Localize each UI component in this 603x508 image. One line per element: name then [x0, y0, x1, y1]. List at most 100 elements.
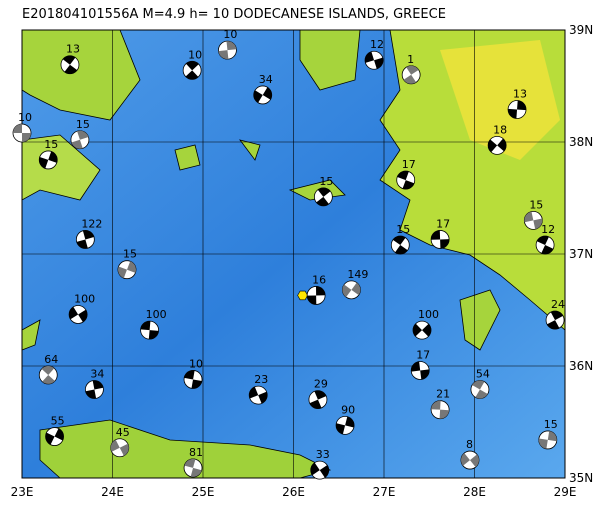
compression-quadrant	[13, 124, 31, 142]
focal-mechanism	[396, 170, 416, 190]
depth-label: 16	[312, 273, 326, 286]
depth-label: 34	[90, 368, 104, 381]
compression-quadrant	[413, 323, 432, 337]
depth-label: 33	[316, 448, 330, 461]
depth-label: 81	[189, 446, 203, 459]
focal-mechanism	[308, 390, 328, 410]
depth-label: 15	[76, 118, 90, 131]
focal-mechanism	[470, 380, 490, 399]
focal-mechanism	[507, 100, 527, 119]
depth-label: 64	[44, 353, 58, 366]
compression-quadrant	[76, 230, 94, 249]
focal-mechanism	[430, 230, 450, 249]
focal-mechanism	[183, 458, 203, 478]
depth-label: 13	[66, 43, 80, 56]
compression-quadrant	[431, 400, 450, 419]
depth-label: 100	[418, 308, 439, 321]
frame	[21, 29, 566, 479]
focal-mechanism	[310, 460, 330, 480]
compression-quadrant	[538, 431, 557, 449]
compression-quadrant	[342, 282, 361, 298]
x-tick-label: 29E	[554, 485, 577, 499]
depth-label: 12	[541, 223, 555, 236]
focal-mechanism	[110, 438, 130, 458]
compression-quadrant	[364, 51, 384, 69]
focal-mechanism	[523, 210, 543, 230]
depth-label: 10	[223, 28, 237, 41]
focal-mechanism	[38, 150, 58, 170]
compression-quadrant	[71, 130, 89, 149]
compression-quadrant	[62, 55, 78, 74]
compression-quadrant	[488, 138, 507, 153]
focal-mechanism	[535, 235, 555, 255]
compression-quadrant	[140, 321, 159, 340]
compression-quadrant	[403, 65, 419, 84]
depth-label: 100	[74, 292, 95, 305]
focal-mechanism	[140, 320, 160, 340]
focal-mechanism	[460, 450, 480, 470]
compression-quadrant	[524, 211, 543, 230]
depth-label: 17	[416, 348, 430, 361]
compression-quadrant	[411, 361, 430, 380]
focal-mechanism	[85, 380, 104, 399]
compression-quadrant	[184, 458, 202, 477]
compression-quadrant	[118, 261, 136, 279]
focal-mechanism	[390, 235, 410, 255]
focal-mechanism	[68, 305, 88, 324]
compression-quadrant	[184, 370, 202, 389]
compression-quadrant	[547, 311, 563, 330]
depth-label: 149	[347, 268, 368, 281]
depth-label: 15	[544, 418, 558, 431]
focal-mechanism	[430, 400, 450, 420]
focal-mechanism	[253, 85, 273, 105]
compression-quadrant	[309, 390, 327, 409]
focal-mechanism	[70, 130, 90, 150]
y-tick-label: 39N	[569, 23, 593, 37]
epicenter	[297, 290, 308, 301]
focal-mechanism	[335, 415, 355, 435]
y-tick-label: 36N	[569, 359, 593, 373]
focal-mechanism	[75, 230, 95, 249]
focal-mechanism	[38, 365, 58, 385]
y-tick-label: 38N	[569, 135, 593, 149]
compression-quadrant	[508, 100, 527, 119]
depth-label: 15	[44, 138, 58, 151]
depth-label: 15	[529, 198, 543, 211]
map-title: E201804101556A M=4.9 h= 10 DODECANESE IS…	[22, 7, 446, 22]
x-tick-label: 23E	[11, 485, 34, 499]
compression-quadrant	[185, 61, 199, 80]
depth-label: 10	[18, 111, 32, 124]
compression-quadrant	[536, 236, 554, 255]
x-tick-label: 25E	[192, 485, 215, 499]
depth-label: 45	[116, 426, 130, 439]
compression-quadrant	[336, 416, 355, 435]
depth-label: 23	[254, 373, 268, 386]
focal-mechanism	[45, 427, 64, 446]
x-tick-label: 24E	[101, 485, 124, 499]
focal-mechanism	[306, 286, 326, 305]
depth-label: 12	[370, 38, 384, 51]
compression-quadrant	[218, 41, 237, 60]
focal-mechanism	[313, 187, 333, 207]
depth-label: 29	[314, 378, 328, 391]
compression-quadrant	[249, 386, 268, 404]
depth-label: 15	[396, 223, 410, 236]
compression-quadrant	[307, 286, 326, 305]
compression-quadrant	[253, 87, 272, 103]
depth-label: 17	[436, 217, 450, 230]
focal-mechanism	[248, 385, 268, 405]
compression-quadrant	[45, 428, 64, 445]
compression-quadrant	[85, 380, 104, 399]
focal-mechanism	[545, 310, 565, 330]
focal-mechanism	[182, 60, 202, 80]
depth-label: 17	[402, 158, 416, 171]
y-tick-label: 35N	[569, 471, 593, 485]
compression-quadrant	[397, 171, 415, 190]
depth-label: 18	[493, 123, 507, 136]
depth-label: 24	[551, 298, 565, 311]
compression-quadrant	[392, 236, 408, 255]
focal-mechanism	[487, 135, 507, 155]
depth-label: 54	[476, 368, 490, 381]
focal-mechanism	[183, 370, 203, 389]
